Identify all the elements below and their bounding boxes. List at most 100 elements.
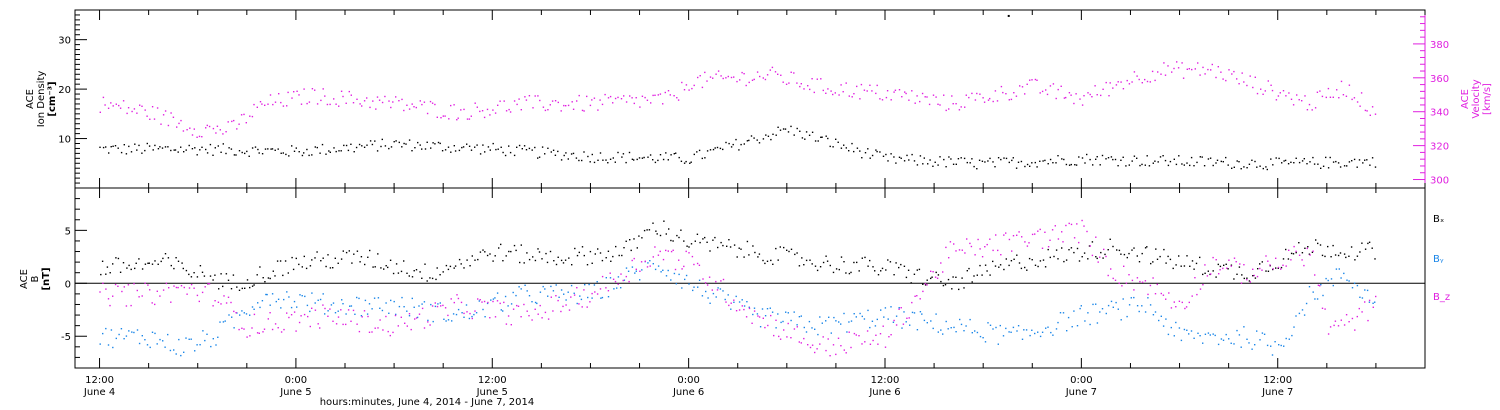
- bx-point: [557, 256, 559, 258]
- bx-point: [264, 281, 266, 283]
- bx-point: [717, 246, 719, 249]
- by-point: [445, 320, 447, 322]
- bz-point: [835, 353, 837, 356]
- bz-point: [406, 325, 408, 327]
- bx-point: [1295, 251, 1297, 254]
- by-point: [1158, 319, 1160, 322]
- bx-point: [853, 261, 855, 264]
- by-point: [317, 299, 319, 301]
- bx-point: [822, 261, 825, 264]
- density-point: [376, 150, 379, 152]
- bx-point: [757, 256, 759, 258]
- by-point: [1225, 333, 1227, 336]
- bx-point: [672, 240, 674, 242]
- by-point: [1204, 333, 1207, 335]
- bz-point: [550, 296, 552, 298]
- density-point: [1231, 167, 1233, 169]
- bx-point: [1252, 275, 1254, 277]
- density-point: [1227, 164, 1229, 166]
- velocity-point: [1225, 79, 1227, 82]
- velocity-point: [751, 79, 754, 81]
- density-point: [567, 158, 569, 160]
- density-point: [185, 149, 187, 151]
- by-point: [332, 302, 335, 304]
- velocity-point: [1260, 88, 1262, 90]
- by-point: [798, 316, 801, 318]
- bz-point: [450, 298, 452, 300]
- density-point: [746, 140, 749, 142]
- bz-point: [173, 285, 175, 287]
- bz-point: [1295, 250, 1297, 253]
- by-point: [210, 345, 212, 348]
- density-point: [235, 154, 237, 156]
- density-point: [649, 154, 652, 156]
- velocity-point: [685, 84, 688, 86]
- density-point: [194, 147, 196, 149]
- bz-point: [151, 302, 153, 304]
- bz-point: [620, 273, 622, 275]
- velocity-point: [743, 73, 745, 75]
- by-point: [1154, 311, 1157, 313]
- bz-point: [708, 276, 711, 278]
- density-point: [439, 142, 441, 145]
- density-point: [1011, 159, 1013, 162]
- bz-point: [1212, 256, 1214, 259]
- by-point: [945, 320, 947, 323]
- bz-point: [743, 308, 745, 311]
- density-point: [1075, 164, 1078, 166]
- velocity-point: [796, 82, 798, 84]
- bx-point: [1152, 261, 1154, 263]
- velocity-point: [1329, 96, 1332, 98]
- bx-point: [1371, 247, 1373, 249]
- bx-point: [555, 263, 558, 266]
- density-point: [633, 159, 635, 161]
- by-point: [196, 344, 198, 346]
- density-point: [371, 143, 374, 146]
- bx-point: [805, 259, 808, 262]
- by-point: [403, 306, 405, 308]
- by-point: [249, 314, 251, 316]
- density-point: [1178, 155, 1180, 157]
- velocity-point: [170, 112, 172, 114]
- bx-point: [126, 267, 128, 269]
- density-point: [837, 141, 839, 143]
- bz-point: [1110, 268, 1112, 270]
- bz-point: [730, 302, 732, 304]
- by-point: [341, 299, 343, 301]
- bz-point: [105, 288, 107, 290]
- by-point: [311, 292, 313, 294]
- by-point: [811, 327, 813, 329]
- bx-point: [1026, 269, 1028, 271]
- by-point: [947, 328, 949, 330]
- bx-point: [1261, 261, 1263, 263]
- velocity-point: [898, 89, 901, 91]
- velocity-point: [1371, 106, 1374, 108]
- velocity-point: [1091, 96, 1093, 98]
- velocity-point: [951, 95, 953, 97]
- velocity-point: [652, 94, 654, 97]
- velocity-point: [118, 104, 120, 107]
- density-point: [840, 147, 843, 149]
- bz-point: [541, 317, 543, 319]
- by-point: [233, 327, 235, 329]
- density-point: [261, 153, 264, 155]
- by-point: [265, 293, 267, 296]
- velocity-point: [1374, 113, 1377, 115]
- bx-point: [564, 259, 567, 261]
- bz-point: [625, 275, 627, 278]
- velocity-axis-label-line-1: ACE: [1460, 89, 1471, 109]
- velocity-point: [494, 112, 497, 114]
- density-point: [170, 149, 172, 152]
- bz-point: [674, 268, 677, 271]
- density-point: [589, 161, 591, 163]
- density-point: [1325, 156, 1327, 159]
- bz-point: [773, 334, 775, 337]
- bz-point: [678, 259, 680, 261]
- bz-point: [1118, 282, 1120, 284]
- bz-point: [900, 307, 902, 309]
- by-point: [874, 325, 877, 327]
- bz-point: [1091, 254, 1094, 257]
- bz-point: [864, 341, 866, 343]
- density-point: [482, 144, 484, 146]
